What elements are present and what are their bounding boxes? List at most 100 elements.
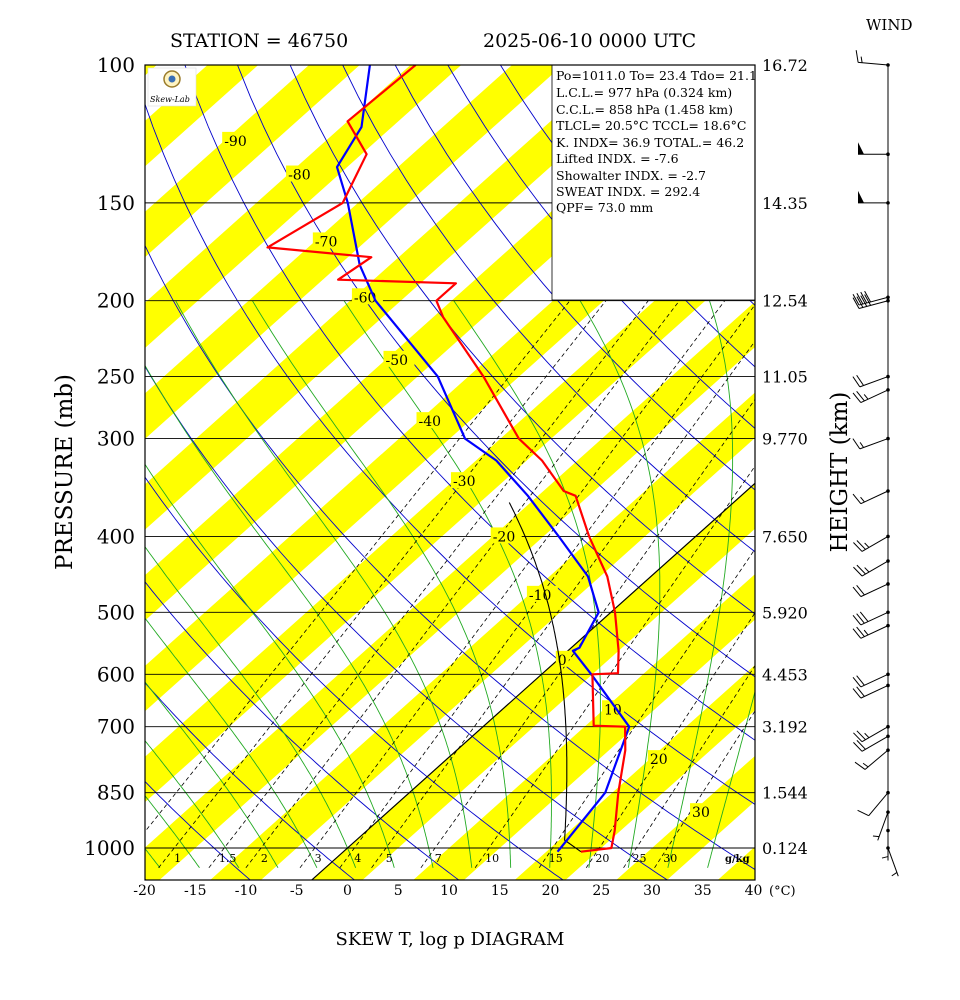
- mixing-ratio-label: 10: [485, 852, 499, 865]
- isotherm-label: -60: [354, 290, 377, 306]
- isotherm-label-bg: [450, 472, 482, 489]
- temperature-tick-label: 40: [745, 883, 763, 899]
- moist-adiabat-line: [145, 739, 227, 849]
- moist-adiabat-line: [509, 847, 512, 868]
- wind-barb-full: [852, 392, 862, 403]
- y-axis-label: PRESSURE (mb): [52, 374, 78, 570]
- wind-barb: [852, 374, 890, 388]
- wind-barb: [852, 683, 890, 699]
- wind-barb: [852, 672, 890, 688]
- wind-barb-staff: [861, 535, 889, 552]
- wind-barb-full: [856, 740, 866, 750]
- isotherm-label: -80: [288, 168, 311, 184]
- index-tlcl: TLCL= 20.5°C TCCL= 18.6°C: [556, 118, 746, 133]
- mixing-ratio-line: [371, 340, 755, 869]
- wind-barb-full: [864, 294, 872, 306]
- isotherm-labels: -90 -80 -70 -60 -50 -40 -30 -20 -10 0 10 20 30: [222, 131, 713, 821]
- wind-barb: [881, 828, 890, 861]
- temperature-tick-label: -5: [290, 883, 304, 899]
- wind-barb: [852, 623, 890, 639]
- wind-barb-half: [864, 567, 870, 573]
- height-tick-label: 16.72: [762, 56, 808, 75]
- wind-barb-full: [856, 374, 864, 386]
- height-tick-label: 0.124: [762, 839, 808, 858]
- wind-barb-full: [852, 586, 862, 597]
- wind-barb: [852, 436, 890, 450]
- wind-barb-full: [864, 290, 872, 303]
- pressure-tick-label: 850: [97, 781, 135, 805]
- wind-barb-full: [856, 686, 865, 697]
- wind-barb-full: [853, 732, 863, 743]
- mixing-ratio-label: 30: [663, 852, 677, 865]
- mixing-ratio-line: [585, 612, 755, 869]
- wind-barb-staff: [858, 61, 889, 66]
- wind-barb-full: [856, 730, 866, 741]
- isotherm-band: [717, 846, 755, 880]
- moist-adiabat-line: [627, 847, 633, 868]
- isotherm-label: -50: [385, 353, 408, 369]
- isotherm-label-bg: [526, 585, 558, 602]
- dry-adiabat-line: [289, 65, 755, 615]
- isotherm-label-bg: [222, 131, 254, 148]
- wind-barb-full: [859, 611, 869, 622]
- wind-barb: [852, 610, 890, 626]
- wind-barb-half: [863, 394, 869, 400]
- temperature-tick-label: -20: [133, 883, 156, 899]
- dry-adiabat-line: [394, 65, 755, 491]
- wind-barb-half: [881, 856, 889, 859]
- moist-adiabat-line: [387, 847, 395, 868]
- mixing-ratio-unit: g/kg: [725, 854, 750, 865]
- wind-barb-full: [852, 493, 862, 504]
- isotherm-label: 10: [604, 702, 622, 718]
- isotherm-label: -30: [453, 474, 476, 490]
- wind-barb: [872, 810, 890, 841]
- height-tick-label: 1.544: [762, 784, 808, 803]
- indices-box: [551, 64, 756, 301]
- pressure-tick-labels: 100 150 200 250 300 400 500 600 700 850 1000: [84, 53, 135, 860]
- isobars: [145, 65, 755, 849]
- wind-barb: [852, 582, 890, 598]
- wind-barb-staff: [859, 376, 889, 388]
- wind-barb-full: [856, 296, 864, 308]
- isotherm-label: -90: [224, 134, 247, 150]
- dry-adiabat-line: [145, 780, 251, 880]
- pressure-tick-label: 300: [97, 427, 135, 451]
- wind-barb-full: [852, 297, 860, 309]
- wind-barb-full: [856, 626, 865, 637]
- wind-barb: [852, 290, 890, 306]
- parcel-line: [508, 502, 582, 853]
- isotherm-band: [145, 65, 259, 167]
- wind-barb-half: [863, 629, 869, 636]
- index-lifted: Lifted INDX. = -7.6: [556, 151, 679, 166]
- mixing-ratio-line: [208, 300, 649, 869]
- wind-barb: [855, 50, 890, 67]
- index-surface: Po=1011.0 To= 23.4 Tdo= 21.1: [556, 68, 757, 83]
- wind-barb-full: [856, 390, 865, 402]
- moist-adiabat-line: [549, 847, 551, 868]
- isotherm-band: [145, 65, 360, 258]
- mixing-ratio-label: 15: [549, 852, 563, 865]
- isotherm-label: -10: [529, 588, 552, 604]
- dewpoint-line: [335, 65, 631, 853]
- height-tick-label: 11.05: [762, 368, 808, 387]
- dry-adiabat-line: [145, 682, 356, 880]
- wind-profile: [852, 50, 899, 877]
- moist-adiabat-line: [712, 689, 755, 849]
- wind-barb-half: [872, 835, 880, 838]
- isotherm-label: 30: [692, 805, 710, 821]
- height-tick-label: 5.920: [762, 603, 808, 622]
- wind-barb-staff: [861, 560, 889, 577]
- wind-barb-staff: [858, 296, 889, 306]
- wind-barb-full: [852, 677, 862, 688]
- wind-barb-pennant: [858, 142, 864, 155]
- moist-adiabat-line: [306, 847, 318, 869]
- moist-adiabat-line: [707, 847, 714, 868]
- moist-adiabat-line: [145, 795, 186, 849]
- wind-barb: [853, 724, 890, 743]
- isotherm-band: [145, 210, 755, 803]
- moist-adiabat-line: [428, 847, 434, 868]
- isotherm-label-bg: [490, 527, 522, 544]
- wind-barb: [854, 748, 890, 770]
- wind-barb-full: [853, 742, 863, 752]
- wind-barb: [857, 790, 890, 817]
